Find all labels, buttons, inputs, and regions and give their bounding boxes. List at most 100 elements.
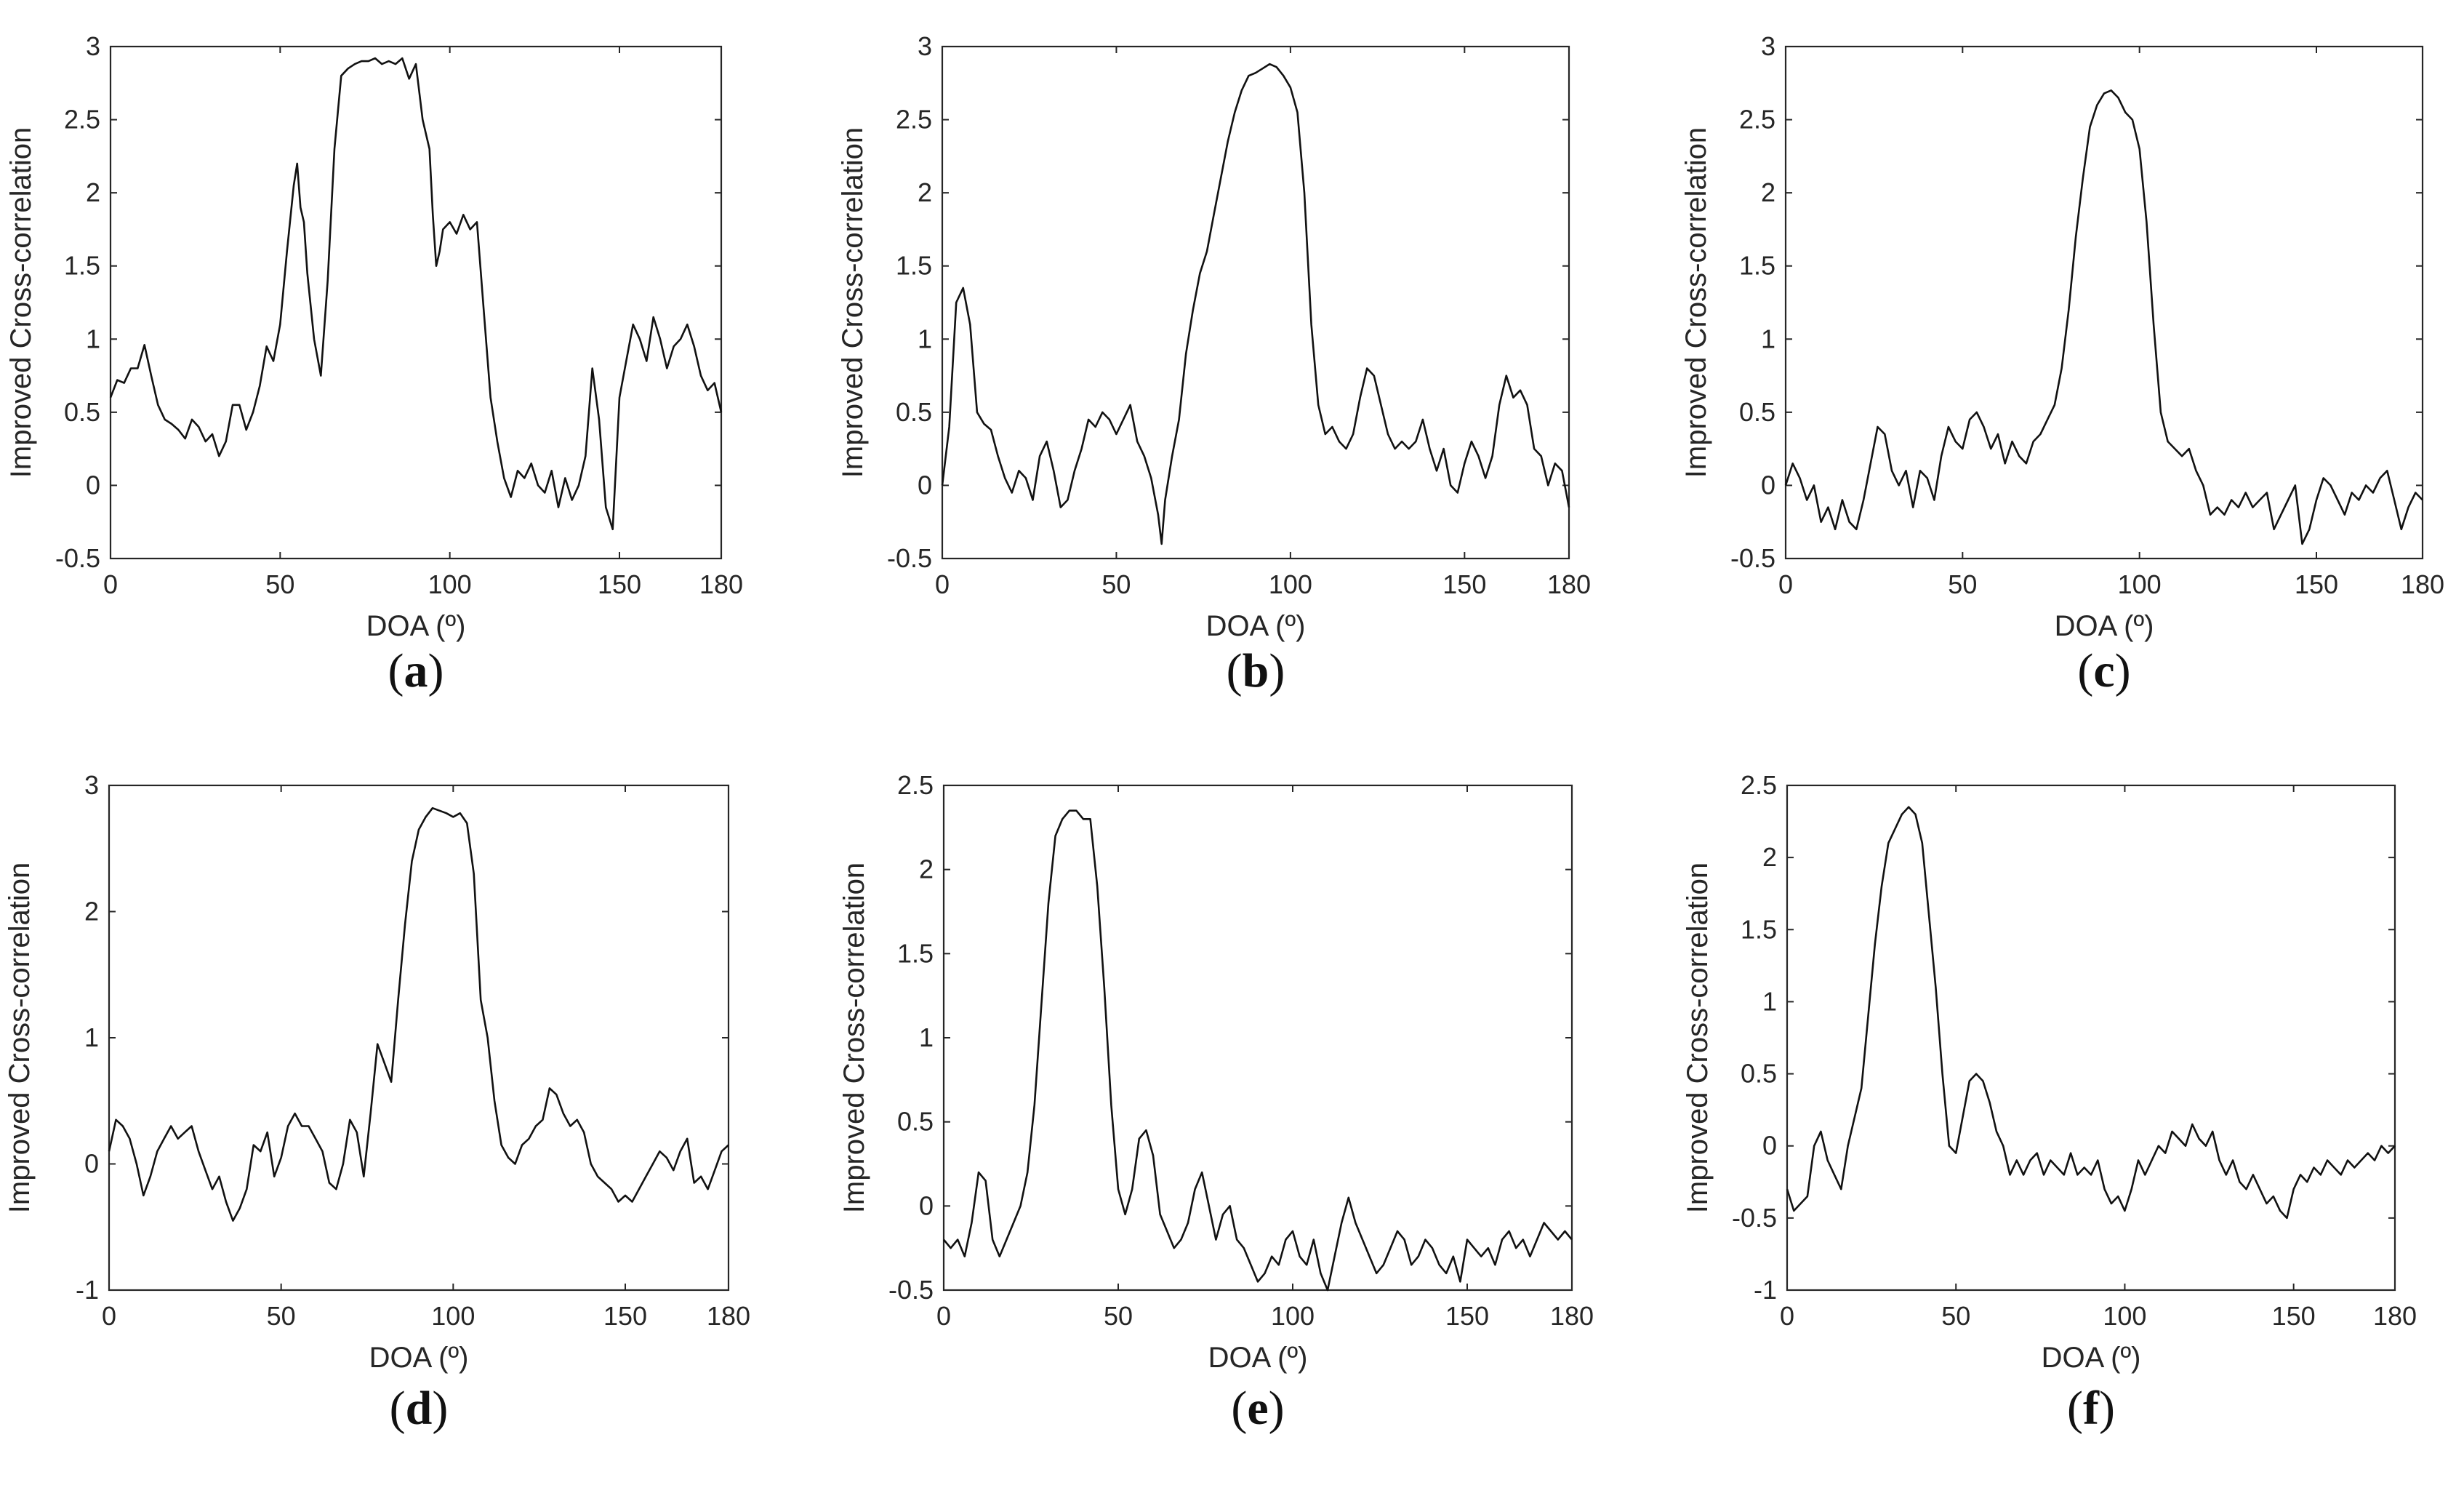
x-tick-label: 100 (428, 569, 472, 599)
x-tick-label: 100 (2103, 1301, 2146, 1331)
x-tick-label: 100 (431, 1301, 475, 1331)
x-tick-label: 150 (1445, 1301, 1489, 1331)
series-line-f (1786, 806, 2396, 1220)
x-axis-label: DOA (º) (2055, 610, 2154, 642)
panel-caption: (b) (1227, 644, 1285, 697)
series-line-a (109, 57, 723, 531)
y-tick-label: -0.5 (888, 1275, 934, 1305)
x-tick-label: 50 (267, 1301, 296, 1331)
y-tick-label: 1 (919, 1022, 934, 1052)
series-line-d (108, 806, 729, 1222)
y-tick-label: 0.5 (1741, 1059, 1777, 1089)
y-tick-label: -0.5 (55, 543, 100, 573)
y-tick-label: 0.5 (897, 1107, 934, 1137)
y-tick-label: -1 (1754, 1275, 1777, 1305)
y-tick-label: 3 (918, 31, 932, 61)
x-axis-label: DOA (º) (369, 1342, 469, 1374)
x-tick-label: 50 (1941, 1301, 1970, 1331)
y-tick-label: 0 (1761, 470, 1775, 500)
y-tick-label: 1.5 (897, 938, 934, 968)
x-tick-label: 180 (2373, 1301, 2417, 1331)
panel-caption: (c) (2077, 644, 2130, 697)
y-tick-label: 3 (1761, 31, 1775, 61)
x-axis-label: DOA (º) (366, 610, 466, 642)
y-tick-label: 2 (1762, 842, 1777, 872)
y-tick-label: 2.5 (897, 770, 934, 800)
y-tick-label: 1.5 (1741, 914, 1777, 944)
panel-caption: (e) (1231, 1382, 1284, 1435)
y-tick-label: 0 (1762, 1131, 1777, 1161)
panel-caption-letter: e (1247, 1382, 1268, 1435)
x-tick-label: 100 (1269, 569, 1312, 599)
x-tick-label: 150 (2272, 1301, 2316, 1331)
y-axis-label: Improved Cross-correlation (1682, 862, 1714, 1213)
x-tick-label: 150 (1442, 569, 1486, 599)
y-tick-label: -0.5 (1730, 543, 1775, 573)
panel-caption-letter: f (2083, 1382, 2100, 1435)
plot-frame (941, 45, 1570, 560)
y-tick-label: 2 (919, 854, 934, 884)
series-line-b (941, 63, 1570, 545)
panel-caption: (d) (390, 1382, 449, 1435)
y-tick-label: 0 (919, 1190, 934, 1220)
x-tick-label: 0 (936, 1301, 951, 1331)
y-tick-label: 1 (918, 324, 932, 353)
y-tick-label: 2 (918, 177, 932, 207)
x-axis-label: DOA (º) (1206, 610, 1306, 642)
y-tick-label: 1 (86, 324, 100, 353)
y-tick-label: -0.5 (887, 543, 932, 573)
y-tick-label: 1 (1762, 986, 1777, 1016)
x-tick-label: 180 (699, 569, 743, 599)
x-tick-label: 100 (2118, 569, 2162, 599)
x-tick-label: 50 (1948, 569, 1977, 599)
plot-frame (942, 784, 1573, 1292)
panel-caption-letter: b (1243, 644, 1269, 697)
y-tick-label: 0 (84, 1149, 99, 1179)
y-axis-label: Improved Cross-correlation (5, 127, 37, 478)
x-tick-label: 150 (598, 569, 641, 599)
y-tick-label: 3 (86, 31, 100, 61)
series-line-e (942, 809, 1573, 1292)
y-axis-label: Improved Cross-correlation (4, 862, 36, 1213)
panel-caption: (a) (388, 644, 444, 697)
x-tick-label: 180 (1550, 1301, 1594, 1331)
plot-frame (109, 45, 723, 560)
panel-caption: (f) (2067, 1382, 2115, 1435)
x-tick-label: 150 (603, 1301, 647, 1331)
y-tick-label: 1.5 (1739, 251, 1775, 281)
panel-caption-letter: d (406, 1382, 433, 1435)
y-tick-label: 2 (86, 177, 100, 207)
plot-frame (108, 784, 730, 1292)
chart-panel-f: 0 50 100 150 180 -1 -0.5 0 0.5 1 1.5 2 2.5 DOA (º) Imp… (1682, 770, 2417, 1435)
x-tick-label: 50 (1104, 1301, 1133, 1331)
x-tick-label: 180 (707, 1301, 750, 1331)
panel-caption-letter: c (2093, 644, 2114, 697)
y-tick-label: 0.5 (896, 397, 932, 427)
y-tick-label: 1 (84, 1022, 99, 1052)
x-tick-label: 0 (1780, 1301, 1794, 1331)
series-line-c (1784, 89, 2423, 545)
plot-frame (1786, 784, 2396, 1292)
y-tick-label: 1 (1761, 324, 1775, 353)
y-axis-label: Improved Cross-correlation (837, 127, 869, 478)
x-tick-label: 50 (265, 569, 294, 599)
x-tick-label: 0 (935, 569, 950, 599)
y-tick-label: 2 (84, 897, 99, 926)
y-tick-label: 0 (918, 470, 932, 500)
x-axis-label: DOA (º) (2042, 1342, 2141, 1374)
y-axis-label: Improved Cross-correlation (838, 862, 870, 1213)
y-tick-label: 1.5 (896, 251, 932, 281)
y-tick-label: 3 (84, 770, 99, 800)
y-tick-label: 0.5 (1739, 397, 1775, 427)
y-tick-label: 0 (86, 470, 100, 500)
x-tick-label: 150 (2295, 569, 2338, 599)
x-tick-label: 0 (1778, 569, 1793, 599)
x-axis-label: DOA (º) (1208, 1342, 1308, 1374)
y-tick-label: 0.5 (64, 397, 100, 427)
